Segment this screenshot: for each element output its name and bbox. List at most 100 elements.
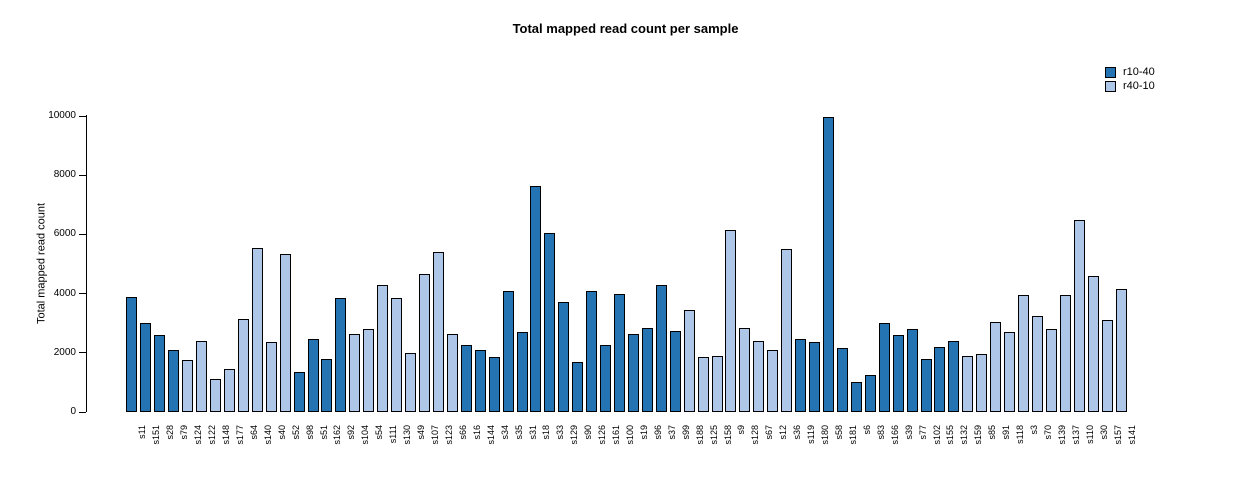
x-tick-label: s19 xyxy=(638,425,649,440)
x-tick-label: s54 xyxy=(374,425,385,440)
bar-s52 xyxy=(279,254,291,412)
bar-s98 xyxy=(293,372,305,412)
y-tick xyxy=(79,174,86,176)
x-tick-label: s51 xyxy=(318,425,329,440)
y-tick-label: 4000 xyxy=(53,287,76,299)
bar-s107 xyxy=(419,274,430,412)
bar-s119 xyxy=(795,339,807,412)
bar-s39 xyxy=(892,335,904,412)
bar-s166 xyxy=(878,323,890,412)
x-tick-label: s30 xyxy=(1098,425,1109,440)
x-tick-label: s188 xyxy=(694,425,705,445)
bar-s33 xyxy=(544,233,556,412)
x-tick-label: s52 xyxy=(290,425,301,440)
bar-s37 xyxy=(655,285,667,412)
bar-s132 xyxy=(948,341,960,412)
x-tick-label: s130 xyxy=(402,425,413,445)
bar-s66 xyxy=(446,334,458,412)
x-tick-label: s159 xyxy=(973,425,984,445)
bar-s96 xyxy=(641,328,653,412)
bar-s30 xyxy=(1087,276,1099,412)
bar-s180 xyxy=(809,342,821,412)
legend: r10-40 r40-10 xyxy=(1105,65,1155,93)
bar-s83 xyxy=(864,375,876,412)
x-tick-label: s66 xyxy=(457,425,468,440)
x-tick-label: s98 xyxy=(304,425,315,440)
bar-s123 xyxy=(432,252,444,412)
bar-s9 xyxy=(725,230,737,412)
bar-s40 xyxy=(265,342,277,412)
x-tick-label: s119 xyxy=(806,425,817,444)
bar-s158 xyxy=(711,356,723,412)
bar-s128 xyxy=(739,328,751,412)
x-tick-label: s37 xyxy=(666,425,677,440)
bar-s79 xyxy=(168,350,180,412)
bar-s144 xyxy=(474,350,486,412)
bar-s148 xyxy=(210,379,222,412)
bar-s122 xyxy=(196,341,208,412)
legend-swatch-r40-10 xyxy=(1105,80,1116,92)
bar-s141 xyxy=(1115,289,1127,412)
x-tick-label: s39 xyxy=(903,425,914,440)
x-tick-label: s92 xyxy=(346,425,357,440)
bar-s177 xyxy=(223,369,235,412)
x-tick-label: s124 xyxy=(193,425,204,445)
x-tick-label: s177 xyxy=(234,425,245,445)
bar-s70 xyxy=(1031,316,1043,412)
x-tick-label: s161 xyxy=(611,425,622,445)
x-tick-label: s90 xyxy=(583,425,594,440)
x-tick-label: s141 xyxy=(1126,425,1137,445)
x-tick-label: s64 xyxy=(248,425,259,440)
x-tick-label: s162 xyxy=(332,425,343,445)
y-tick-label: 8000 xyxy=(53,169,76,181)
x-tick-label: s126 xyxy=(597,425,608,445)
y-axis-title: Total mapped read count xyxy=(35,202,48,325)
y-tick xyxy=(79,233,86,235)
bar-s104 xyxy=(349,334,361,412)
x-tick-label: s111 xyxy=(388,425,399,444)
x-tick-label: s132 xyxy=(959,425,970,445)
bar-s140 xyxy=(251,248,263,412)
x-tick-label: s137 xyxy=(1070,425,1081,445)
bar-s155 xyxy=(934,347,946,412)
y-tick-label: 0 xyxy=(70,406,76,417)
y-axis-line xyxy=(86,115,87,412)
bar-s19 xyxy=(627,334,639,412)
bar-s77 xyxy=(906,329,918,412)
x-tick-label: s33 xyxy=(555,425,566,440)
y-tick xyxy=(79,293,86,295)
legend-label: r10-40 xyxy=(1123,65,1155,78)
bar-s159 xyxy=(962,356,974,412)
x-tick-label: s18 xyxy=(541,425,552,440)
x-tick-label: s3 xyxy=(1029,425,1040,435)
bar-s161 xyxy=(600,345,612,412)
x-tick-label: s158 xyxy=(722,425,733,445)
bar-s130 xyxy=(391,298,403,412)
x-tick-label: s157 xyxy=(1112,425,1123,445)
bar-s11 xyxy=(126,297,138,412)
x-tick-label: s83 xyxy=(875,425,886,440)
bar-s188 xyxy=(683,310,695,412)
x-tick-label: s67 xyxy=(764,425,775,440)
bar-s126 xyxy=(586,291,598,412)
x-tick-label: s70 xyxy=(1042,425,1053,440)
y-tick-label: 6000 xyxy=(53,228,76,240)
y-tick-label: 10000 xyxy=(48,110,76,121)
x-tick-label: s40 xyxy=(276,425,287,440)
x-tick-label: s151 xyxy=(151,425,162,445)
bar-s85 xyxy=(976,354,988,412)
bar-s90 xyxy=(572,362,584,412)
y-tick-label: 2000 xyxy=(53,346,76,358)
bar-s110 xyxy=(1073,220,1085,412)
bar-s111 xyxy=(377,285,389,412)
x-tick-label: s107 xyxy=(430,425,440,445)
x-tick-label: s110 xyxy=(1084,425,1095,444)
x-tick-label: s180 xyxy=(820,425,831,445)
x-tick-label: s12 xyxy=(778,425,789,440)
x-tick-label: s99 xyxy=(680,425,691,440)
x-tick-label: s118 xyxy=(1015,425,1026,444)
x-tick-label: s139 xyxy=(1056,425,1067,445)
bar-s129 xyxy=(558,302,570,412)
x-tick-label: s129 xyxy=(569,425,580,445)
